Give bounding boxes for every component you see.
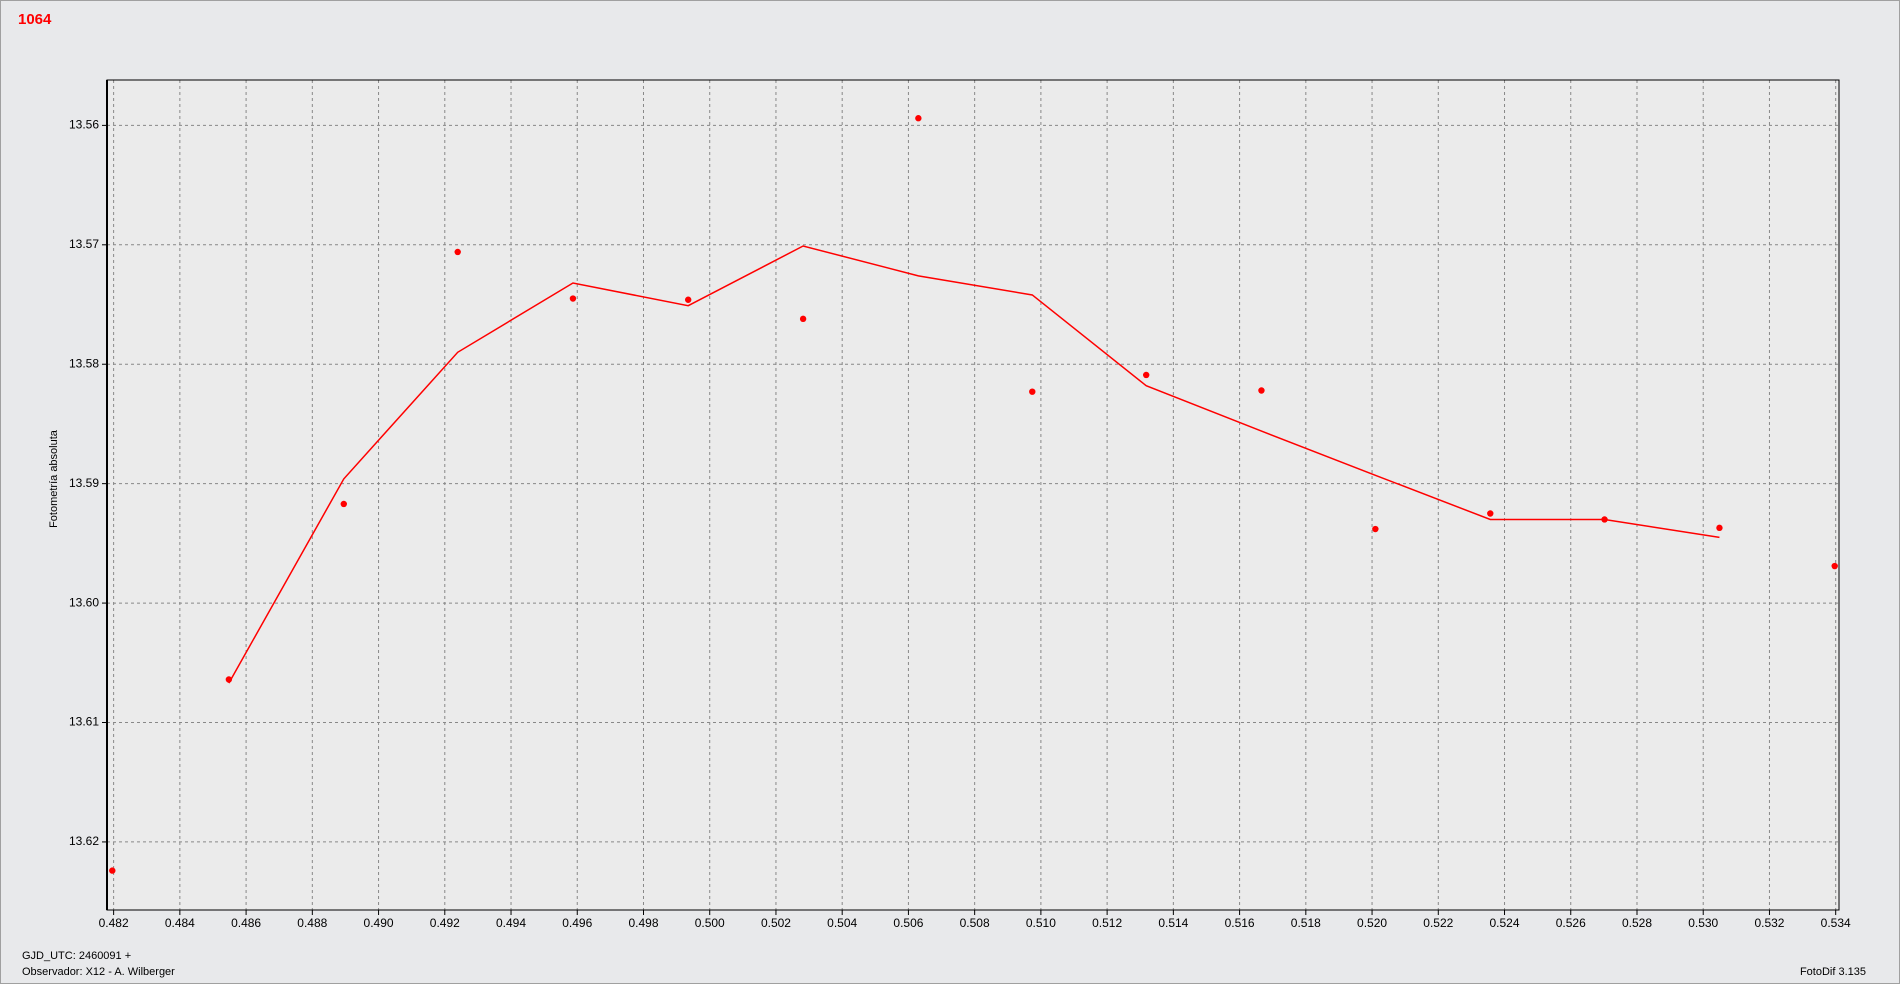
- x-tick-label: 0.512: [1092, 916, 1122, 930]
- chart-title: 1064: [18, 11, 52, 28]
- data-point: [569, 295, 577, 302]
- x-tick-label: 0.516: [1225, 916, 1255, 930]
- y-tick-label: 13.60: [69, 595, 99, 609]
- y-tick-label: 13.62: [69, 834, 99, 848]
- x-tick-label: 0.514: [1158, 916, 1188, 930]
- x-tick-label: 0.518: [1291, 916, 1321, 930]
- x-tick-label: 0.502: [761, 916, 791, 930]
- x-tick-label: 0.488: [297, 916, 327, 930]
- data-point: [1258, 387, 1265, 394]
- y-tick-label: 13.58: [69, 356, 99, 370]
- data-point: [1029, 388, 1036, 395]
- x-tick-label: 0.494: [496, 916, 526, 930]
- x-tick-label: 0.508: [960, 916, 990, 930]
- x-tick-label: 0.492: [430, 916, 460, 930]
- x-tick-label: 0.528: [1622, 916, 1652, 930]
- x-tick-label: 0.490: [364, 916, 394, 930]
- x-tick-label: 0.504: [827, 916, 857, 930]
- x-tick-label: 0.500: [695, 916, 725, 930]
- y-axis-label: Fotometría absoluta: [48, 429, 60, 528]
- x-tick-label: 0.530: [1688, 916, 1718, 930]
- version-label: FotoDif 3.135: [1800, 966, 1866, 978]
- plot-area: [107, 80, 1839, 910]
- data-point: [109, 867, 116, 874]
- footer-line: Observador: X12 - A. Wilberger: [22, 966, 175, 978]
- y-tick-label: 13.59: [69, 476, 99, 490]
- x-tick-label: 0.484: [165, 916, 195, 930]
- data-point: [684, 296, 692, 303]
- x-tick-label: 0.498: [628, 916, 658, 930]
- data-point: [1716, 524, 1723, 532]
- x-tick-label: 0.482: [99, 916, 129, 930]
- footer-line: GJD_UTC: 2460091 +: [22, 950, 131, 962]
- trend-line: [228, 245, 1720, 684]
- y-tick-label: 13.61: [69, 715, 99, 729]
- data-point: [1372, 525, 1379, 533]
- data-point: [454, 248, 461, 256]
- x-tick-label: 0.532: [1754, 916, 1784, 930]
- x-tick-label: 0.486: [231, 916, 261, 930]
- data-point: [1487, 510, 1494, 517]
- data-point: [799, 315, 807, 323]
- x-tick-label: 0.520: [1357, 916, 1387, 930]
- y-tick-label: 13.57: [69, 237, 99, 251]
- data-point: [340, 500, 347, 508]
- x-tick-label: 0.526: [1556, 916, 1586, 930]
- x-tick-label: 0.522: [1423, 916, 1453, 930]
- data-point: [1831, 562, 1838, 570]
- data-point: [915, 115, 922, 122]
- x-tick-label: 0.534: [1821, 916, 1851, 930]
- y-tick-label: 13.56: [69, 118, 99, 132]
- data-point: [1143, 371, 1150, 379]
- x-tick-label: 0.506: [893, 916, 923, 930]
- x-tick-label: 0.496: [562, 916, 592, 930]
- x-tick-label: 0.510: [1026, 916, 1056, 930]
- x-tick-label: 0.524: [1490, 916, 1520, 930]
